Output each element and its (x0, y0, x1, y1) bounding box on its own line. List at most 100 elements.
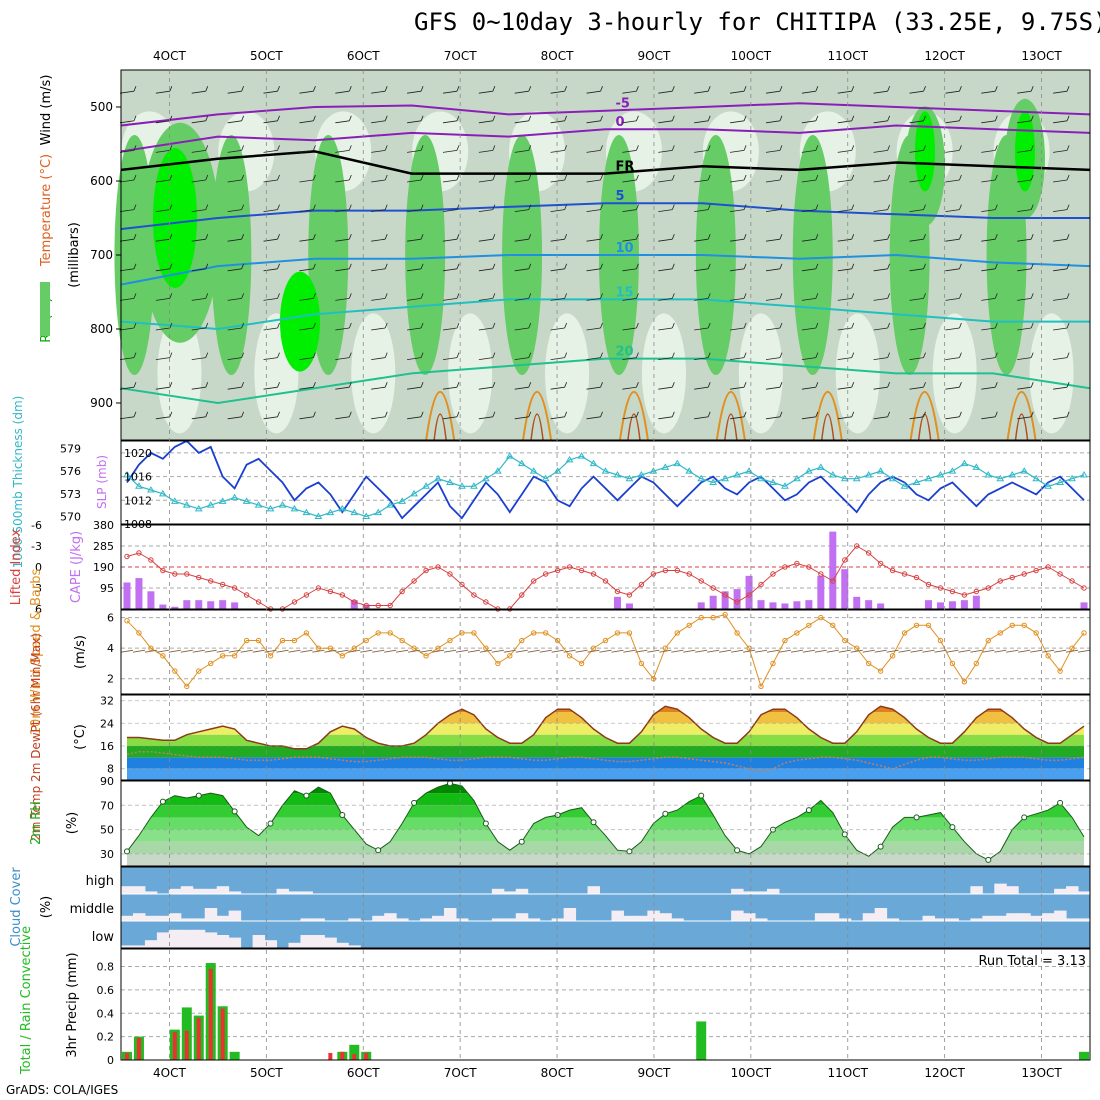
warm-contour (821, 413, 835, 441)
wind-barb-flag (241, 263, 245, 269)
li-tick-label: -3 (31, 540, 42, 553)
wind-barb (694, 298, 709, 301)
wind-barb (658, 298, 673, 301)
wind-barb-flag (313, 411, 316, 417)
precip-convective-bar (172, 1031, 177, 1060)
thickness-point (924, 474, 933, 482)
wind-barb (945, 268, 960, 272)
lifted-index-point (1021, 571, 1027, 577)
thickness-point (984, 470, 993, 478)
wind-speed-point (1081, 630, 1087, 636)
surface-wind-barb (946, 649, 959, 653)
wind-speed-point (519, 637, 525, 644)
cloud-clear-cell (372, 915, 385, 921)
warm-contour (909, 390, 940, 441)
cloud-clear-cell (659, 913, 672, 921)
wind-barb (119, 150, 135, 153)
wind-barb (1053, 298, 1068, 301)
wind-barb (299, 327, 314, 331)
wind-barb (873, 120, 888, 124)
wind-barb-flag (564, 115, 568, 121)
wind-barb-flag (1030, 382, 1034, 388)
wind-barb (1053, 268, 1068, 272)
slp-series-line (126, 439, 1085, 520)
wind-barb-flag (707, 86, 711, 92)
wind-speed-point (638, 660, 645, 667)
cape-tick-label: 190 (93, 561, 114, 574)
warm-contour (724, 413, 738, 441)
wind-speed-point (1045, 653, 1051, 659)
wind-barb (945, 357, 960, 360)
surface-wind-barb (826, 649, 839, 653)
wind-barb (801, 357, 816, 360)
surface-wind-barb (958, 649, 971, 653)
cloud-clear-cell (1054, 888, 1067, 894)
wind-barb (371, 268, 386, 272)
thickness-point (266, 504, 275, 512)
wind-barb (837, 150, 852, 153)
wind-barb (335, 90, 350, 94)
lifted-index-point (722, 592, 728, 598)
wind-barb (371, 416, 386, 420)
lifted-index-point (602, 578, 609, 584)
wind-barb (227, 357, 242, 360)
slp-tick-label: 1016 (124, 471, 152, 484)
cape-bar (171, 606, 179, 609)
wind-barb (478, 386, 493, 390)
wind-barb (981, 357, 996, 360)
panel-border-cloud (120, 866, 1091, 949)
thickness-point (481, 474, 490, 482)
temp-tick-label: 8 (107, 763, 114, 776)
wind-barb-flag (456, 145, 460, 151)
wind-barb-flag (492, 322, 496, 329)
wind-barb-flag (1030, 204, 1034, 210)
wind-barb-flag (959, 352, 962, 358)
wind-barb-flag (636, 352, 639, 358)
wind-barb (119, 386, 135, 390)
cloud-clear-cell (1030, 915, 1043, 921)
thickness-point (553, 467, 562, 474)
wind-speed-point (662, 645, 669, 651)
temperature-legend-label: Temperature (°C) (39, 154, 54, 267)
wind-barb-flag (779, 234, 783, 240)
thickness-point (254, 501, 263, 508)
wind-barb (335, 120, 350, 124)
wind-barb (981, 150, 996, 153)
wind-barb (586, 238, 601, 242)
wind-barb-flag (420, 86, 424, 92)
thickness-point (972, 463, 981, 470)
wind-barb-flag (133, 174, 137, 181)
wind-barb (155, 416, 170, 420)
temp-band (126, 757, 1085, 769)
wind-barb (335, 327, 350, 331)
surface-wind-barb (982, 649, 995, 653)
wind-speed-point (578, 660, 585, 667)
cape-bar (231, 602, 239, 609)
wind-barb (622, 150, 637, 153)
cloud-clear-cell (444, 908, 457, 921)
wind-barb-flag (133, 411, 137, 417)
x-tick-label-bottom: 5OCT (250, 1066, 283, 1080)
wind-barb-flag (492, 382, 496, 388)
wind-barb-flag (779, 293, 783, 299)
lifted-index-point (901, 571, 908, 577)
wind-barb-flag (671, 145, 675, 151)
lifted-index-point (674, 567, 680, 574)
wind-barb-flag (923, 352, 926, 358)
wind-barb-flag (959, 174, 962, 181)
wind-barb (550, 357, 565, 360)
surface-wind-barb (1042, 649, 1055, 653)
wind-barb-flag (600, 204, 603, 210)
wind-barb (191, 150, 206, 153)
thickness-point (541, 474, 550, 482)
wind-barb (371, 179, 386, 183)
wind-barb (801, 238, 816, 242)
wind-barb (873, 150, 888, 153)
wind-barb-flag (313, 145, 316, 151)
cape-bar (123, 582, 131, 609)
wind-barb (765, 416, 781, 420)
cloud-clear-cell (180, 918, 194, 921)
wind-barb (730, 386, 745, 390)
cloud-axis-label: Cloud Cover (9, 867, 24, 947)
wind-barb-flag (636, 115, 639, 121)
